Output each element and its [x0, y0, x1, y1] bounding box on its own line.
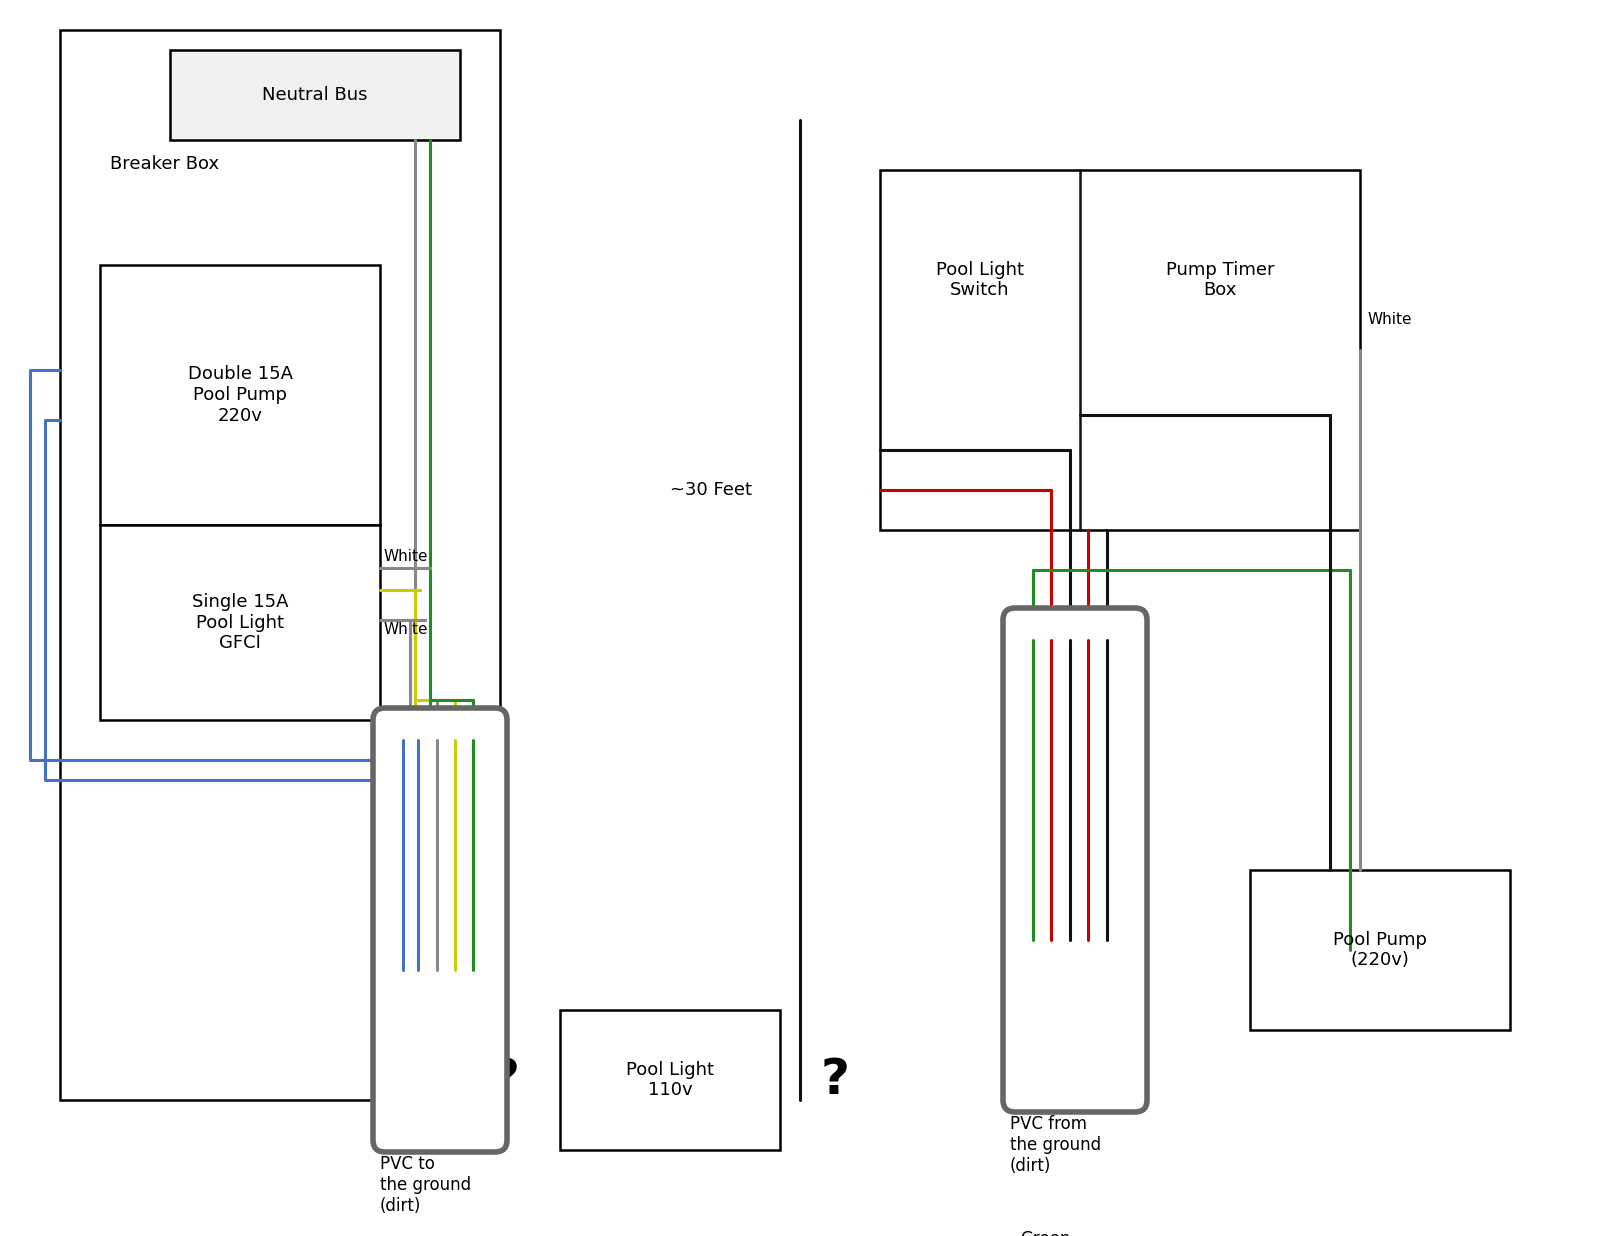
- Text: Breaker Box: Breaker Box: [110, 154, 219, 173]
- Text: ?: ?: [491, 1056, 520, 1104]
- Text: Pool Light
Switch: Pool Light Switch: [936, 261, 1024, 299]
- Text: PVC from
the ground
(dirt): PVC from the ground (dirt): [1010, 1115, 1101, 1174]
- Text: White: White: [384, 622, 429, 637]
- Bar: [560, 1010, 781, 1149]
- Bar: [170, 49, 461, 140]
- Text: ~30 Feet: ~30 Feet: [670, 481, 752, 499]
- Text: PVC to
the ground
(dirt): PVC to the ground (dirt): [381, 1154, 470, 1215]
- Bar: [61, 30, 499, 1100]
- Text: Pool Light
110v: Pool Light 110v: [626, 1060, 714, 1099]
- Bar: [880, 171, 1360, 530]
- Text: Neutral Bus: Neutral Bus: [262, 87, 368, 104]
- Text: Pump Timer
Box: Pump Timer Box: [1166, 261, 1274, 299]
- Text: Double 15A
Pool Pump
220v: Double 15A Pool Pump 220v: [187, 365, 293, 425]
- Text: White: White: [1368, 313, 1413, 328]
- FancyBboxPatch shape: [1003, 608, 1147, 1112]
- Text: White: White: [384, 549, 429, 564]
- Bar: [99, 265, 381, 525]
- Text: Single 15A
Pool Light
GFCI: Single 15A Pool Light GFCI: [192, 593, 288, 653]
- FancyBboxPatch shape: [373, 708, 507, 1152]
- Bar: [1250, 870, 1510, 1030]
- Text: ?: ?: [821, 1056, 850, 1104]
- Bar: [99, 525, 381, 721]
- Text: Pool Pump
(220v): Pool Pump (220v): [1333, 931, 1427, 969]
- Text: Green
Red
Black
Red
Black: Green Red Black Red Black: [1021, 1230, 1070, 1236]
